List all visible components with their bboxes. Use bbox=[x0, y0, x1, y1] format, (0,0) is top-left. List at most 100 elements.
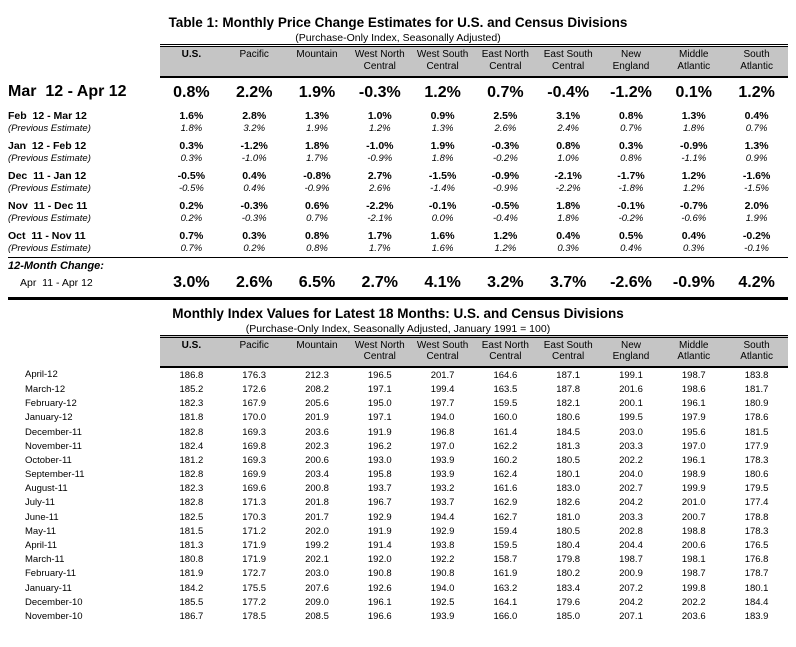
pct-cell: 2.5% bbox=[493, 109, 518, 122]
pct-cell: 6.5% bbox=[285, 271, 349, 300]
pct-cell: -0.1% bbox=[428, 199, 457, 212]
est-row: Jan 12 - Feb 12 0.3% -1.2% 1.8% -1.0% 1.9% -0.… bbox=[8, 137, 788, 152]
month-label: August-11 bbox=[25, 483, 68, 495]
pct-cell: 1.2% bbox=[681, 169, 706, 182]
period-label: Mar 12 - Apr 12 bbox=[8, 83, 127, 101]
pct-cell: 0.5% bbox=[619, 229, 643, 242]
pct-cell: 0.8% bbox=[305, 229, 329, 242]
pct-cell: 2.2% bbox=[235, 83, 273, 101]
index-cell: 170.0 bbox=[242, 412, 267, 424]
pct-cell: -0.3% bbox=[241, 212, 267, 224]
pct-cell: 0.8% bbox=[619, 109, 643, 122]
pct-cell: 1.3% bbox=[744, 139, 769, 152]
index-cell: 201.0 bbox=[681, 497, 706, 509]
index-cell: 181.8 bbox=[179, 412, 204, 424]
index-cell: 196.8 bbox=[430, 426, 455, 438]
pct-cell: 1.6% bbox=[430, 229, 455, 242]
pct-cell: 0.7% bbox=[487, 83, 524, 101]
pct-cell: 0.3% bbox=[180, 152, 203, 164]
idx-row: November-10 186.7 178.5 208.5 196.6 193.9 166.… bbox=[8, 609, 788, 623]
index-cell: 185.5 bbox=[179, 596, 204, 608]
idx-row: November-11 182.4 169.8 202.3 196.2 197.0 162.… bbox=[8, 439, 788, 453]
table1-title: Table 1: Monthly Price Change Estimates … bbox=[168, 15, 628, 30]
column-header: New England bbox=[599, 334, 663, 369]
index-cell: 179.6 bbox=[556, 596, 581, 608]
pct-cell: -0.8% bbox=[303, 169, 331, 182]
month-label: September-11 bbox=[25, 469, 85, 481]
index-cell: 191.4 bbox=[367, 540, 392, 552]
pct-cell: -0.2% bbox=[618, 212, 644, 224]
index-cell: 186.8 bbox=[179, 369, 204, 381]
pct-cell: 1.9% bbox=[745, 212, 768, 224]
index-cell: 169.3 bbox=[242, 426, 267, 438]
twelve-month-section-label: 12-Month Change: bbox=[8, 256, 788, 272]
pct-cell: -2.2% bbox=[555, 182, 581, 194]
index-cell: 197.1 bbox=[367, 412, 392, 424]
pct-cell: 0.8% bbox=[306, 242, 328, 254]
pct-cell: 2.8% bbox=[242, 109, 267, 122]
index-cell: 186.7 bbox=[179, 610, 204, 622]
index-cell: 194.0 bbox=[430, 582, 455, 594]
index-cell: 178.3 bbox=[744, 454, 769, 466]
index-cell: 182.6 bbox=[556, 497, 581, 509]
column-header: U.S. bbox=[160, 334, 223, 369]
index-cell: 181.9 bbox=[179, 568, 204, 580]
price-change-table: U.S. Pacific Mountain West North Central Wes… bbox=[8, 43, 788, 300]
pct-cell: 2.6% bbox=[368, 182, 391, 194]
index-cell: 182.8 bbox=[179, 497, 204, 509]
index-cell: 199.4 bbox=[430, 383, 455, 395]
column-header: East North Central bbox=[473, 43, 537, 78]
index-cell: 194.4 bbox=[430, 511, 455, 523]
idx-row: December-10 185.5 177.2 209.0 196.1 192.5 164.… bbox=[8, 595, 788, 609]
index-cell: 193.7 bbox=[430, 497, 455, 509]
index-cell: 200.9 bbox=[619, 568, 643, 580]
index-cell: 198.6 bbox=[681, 383, 706, 395]
table2-subtitle: (Purchase-Only Index, Seasonally Adjuste… bbox=[245, 322, 551, 335]
column-header: South Atlantic bbox=[725, 334, 788, 369]
index-cell: 183.9 bbox=[744, 610, 769, 622]
index-cell: 162.4 bbox=[493, 469, 518, 481]
index-cell: 196.7 bbox=[367, 497, 392, 509]
index-cell: 205.6 bbox=[305, 398, 329, 410]
month-label: January-12 bbox=[25, 412, 73, 424]
previous-estimate-label: (Previous Estimate) bbox=[8, 212, 91, 224]
index-cell: 204.4 bbox=[619, 540, 643, 552]
pct-cell: 0.9% bbox=[745, 152, 768, 164]
pct-cell: 0.4% bbox=[556, 229, 581, 242]
index-cell: 180.2 bbox=[556, 568, 581, 580]
index-cell: 183.0 bbox=[556, 483, 581, 495]
index-cell: 192.2 bbox=[430, 554, 455, 566]
index-cell: 212.3 bbox=[305, 369, 329, 381]
period-label: Oct 11 - Nov 11 bbox=[8, 229, 86, 242]
prev-row: (Previous Estimate) -0.5% 0.4% -0.9% 2.6% -1.… bbox=[8, 182, 788, 197]
pct-cell: -0.4% bbox=[547, 83, 590, 101]
prev-row: (Previous Estimate) 0.3% -1.0% 1.7% -0.9% 1.8… bbox=[8, 152, 788, 167]
index-cell: 203.4 bbox=[305, 469, 329, 481]
index-cell: 196.1 bbox=[681, 398, 706, 410]
index-cell: 197.1 bbox=[367, 383, 392, 395]
index-cell: 208.2 bbox=[305, 383, 329, 395]
pct-cell: 1.3% bbox=[681, 109, 706, 122]
pct-cell: 1.2% bbox=[738, 83, 775, 101]
month-label: April-12 bbox=[25, 369, 58, 381]
pct-cell: 0.7% bbox=[306, 212, 328, 224]
index-cell: 195.6 bbox=[681, 426, 706, 438]
index-cell: 187.8 bbox=[556, 383, 581, 395]
pct-cell: -0.9% bbox=[304, 182, 330, 194]
pct-cell: -0.3% bbox=[358, 83, 401, 101]
month-label: February-11 bbox=[25, 568, 77, 580]
pct-cell: -0.5% bbox=[178, 182, 204, 194]
pct-cell: 0.9% bbox=[430, 109, 455, 122]
index-cell: 198.1 bbox=[681, 554, 706, 566]
pct-cell: 3.1% bbox=[556, 109, 581, 122]
index-cell: 171.9 bbox=[242, 540, 267, 552]
column-header: West North Central bbox=[348, 43, 412, 78]
index-cell: 169.8 bbox=[242, 440, 267, 452]
pct-cell: 0.8% bbox=[173, 83, 210, 101]
index-cell: 170.3 bbox=[242, 511, 267, 523]
pct-cell: -0.7% bbox=[680, 199, 708, 212]
pct-cell: 0.8% bbox=[620, 152, 642, 164]
pct-cell: 0.4% bbox=[620, 242, 642, 254]
index-cell: 197.0 bbox=[681, 440, 706, 452]
pct-cell: 3.0% bbox=[160, 271, 223, 300]
